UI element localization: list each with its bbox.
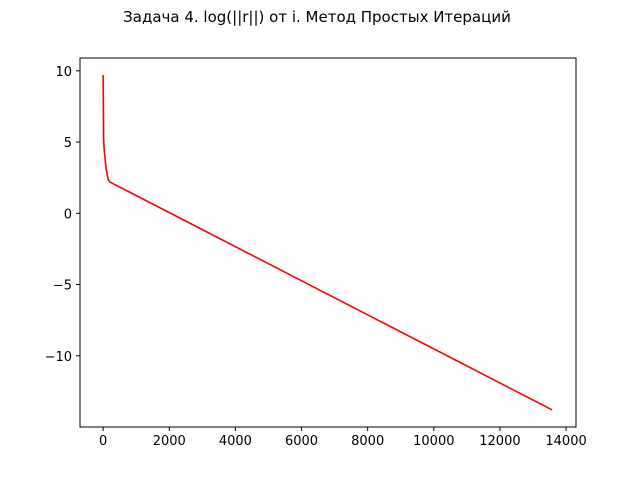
x-tick-label: 8000 [351,434,384,449]
y-tick-label: 10 [55,65,72,80]
x-tick-label: 6000 [285,434,318,449]
x-tick-label: 10000 [413,434,454,449]
x-tick-label: 0 [99,434,107,449]
x-tick-label: 4000 [219,434,252,449]
y-tick-label: 0 [64,207,72,222]
x-tick-label: 2000 [153,434,186,449]
y-tick-label: −5 [53,279,72,294]
chart-title: Задача 4. log(||r||) от i. Метод Простых… [123,8,511,26]
y-tick-label: −10 [45,350,72,365]
axis-ticks: 0 2000 4000 6000 8000 10000 12000 14000 10 5 0 −5 −1… [45,65,587,449]
y-tick-label: 5 [64,136,72,151]
x-tick-label: 12000 [479,434,520,449]
series-line [102,75,553,411]
plot-frame [79,57,577,428]
x-tick-label: 14000 [545,434,586,449]
series-layer [102,75,553,411]
